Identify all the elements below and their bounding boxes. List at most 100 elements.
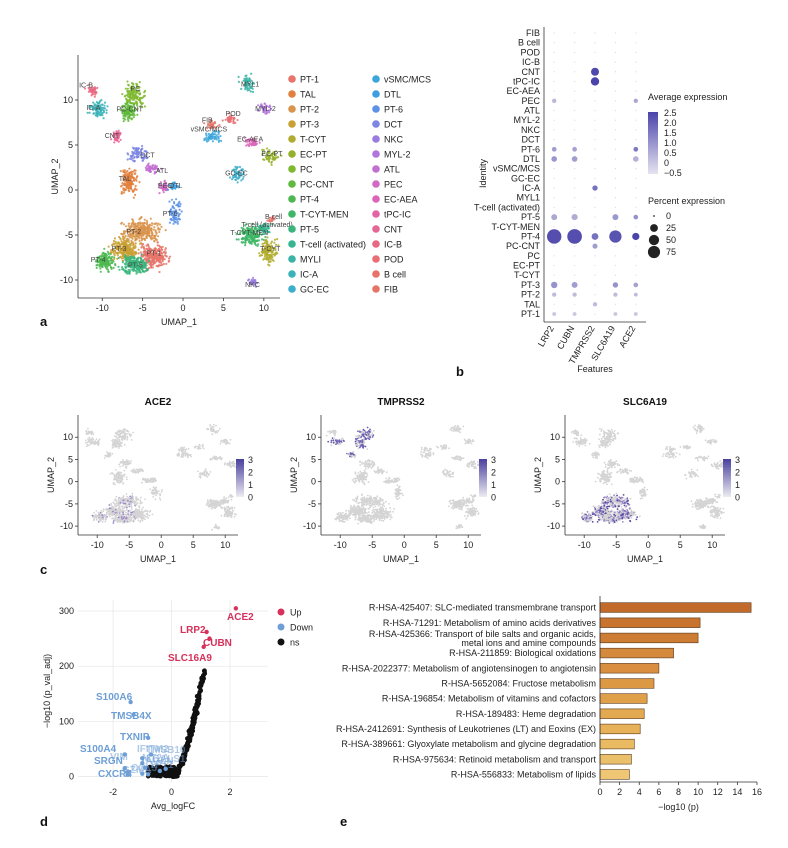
umap-point bbox=[113, 256, 116, 259]
dot bbox=[594, 51, 596, 53]
identity-label: FIB bbox=[526, 28, 540, 38]
umap-point bbox=[92, 108, 95, 111]
umap-point bbox=[95, 266, 98, 269]
feature-point bbox=[222, 439, 225, 442]
umap-point bbox=[133, 252, 136, 255]
feature-point bbox=[216, 431, 219, 434]
feature-point bbox=[135, 497, 137, 500]
umap-point bbox=[251, 237, 254, 240]
dot bbox=[553, 303, 555, 305]
dot bbox=[551, 146, 557, 152]
feature-point bbox=[144, 480, 147, 482]
feature-point bbox=[126, 435, 129, 438]
dot bbox=[572, 312, 577, 316]
identity-label: MYL1 bbox=[516, 193, 540, 203]
umap-point bbox=[150, 263, 153, 266]
feature-point bbox=[199, 473, 202, 476]
dot bbox=[553, 245, 555, 247]
umap-point bbox=[83, 87, 87, 90]
dot bbox=[594, 61, 596, 63]
legend-pct-title: Percent expression bbox=[648, 196, 725, 206]
feature-point bbox=[120, 510, 122, 512]
feature-point bbox=[115, 436, 118, 438]
umap-point bbox=[141, 159, 145, 162]
dot bbox=[614, 32, 617, 34]
umap-point bbox=[236, 177, 240, 180]
feature-point bbox=[132, 513, 134, 516]
feature-point bbox=[93, 512, 95, 514]
feature-point bbox=[109, 510, 111, 513]
feature-point bbox=[99, 520, 102, 522]
feature-point bbox=[212, 426, 215, 428]
legend-swatch bbox=[372, 150, 380, 158]
umap-point bbox=[110, 138, 113, 141]
umap-point bbox=[227, 120, 230, 123]
feature-point bbox=[130, 508, 133, 511]
feature-point bbox=[207, 500, 209, 503]
dot bbox=[633, 98, 638, 103]
feature-point bbox=[224, 510, 227, 513]
dot bbox=[571, 214, 578, 221]
umap-point bbox=[100, 99, 103, 102]
x-tick-label: -5 bbox=[139, 303, 147, 313]
umap-point bbox=[263, 242, 266, 245]
identity-label: NKC bbox=[521, 125, 541, 135]
feature-point bbox=[105, 517, 107, 520]
umap-point bbox=[133, 245, 136, 248]
feature-point bbox=[213, 504, 216, 507]
umap-point bbox=[117, 131, 120, 134]
umap-point bbox=[126, 158, 129, 161]
feature-point bbox=[223, 499, 225, 502]
legend-swatch bbox=[372, 135, 380, 143]
umap-point bbox=[117, 140, 120, 143]
umap-point bbox=[121, 261, 124, 264]
umap-point bbox=[148, 247, 151, 250]
umap-point bbox=[167, 257, 171, 260]
legend-pct-dot bbox=[648, 234, 660, 246]
feature-point bbox=[216, 500, 219, 503]
dot bbox=[553, 80, 555, 83]
umap-point bbox=[113, 237, 117, 240]
feature-point bbox=[106, 451, 108, 453]
feature-point bbox=[223, 508, 226, 511]
legend-label: IC-A bbox=[300, 270, 318, 280]
feature-point bbox=[118, 463, 121, 466]
umap-point bbox=[156, 244, 159, 247]
feature-point bbox=[114, 499, 117, 501]
umap-point bbox=[154, 222, 157, 225]
umap-point bbox=[124, 259, 127, 262]
umap-point bbox=[138, 89, 141, 93]
identity-label: PT-6 bbox=[521, 144, 540, 154]
legend-label: B cell bbox=[384, 270, 406, 280]
umap-point bbox=[173, 202, 176, 205]
feature-point bbox=[140, 513, 143, 516]
cluster-label: PT-5 bbox=[128, 262, 143, 269]
umap-point bbox=[133, 98, 136, 101]
identity-label: IC-A bbox=[522, 183, 540, 193]
feature-point bbox=[125, 466, 128, 469]
feature-point bbox=[117, 475, 120, 478]
y-tick-label: -5 bbox=[65, 230, 73, 240]
dot bbox=[614, 206, 617, 209]
feature-point bbox=[128, 433, 131, 435]
feature-point bbox=[135, 508, 138, 510]
umap-point bbox=[127, 222, 131, 225]
umap-point bbox=[137, 147, 140, 150]
legend-swatch bbox=[288, 135, 296, 143]
umap-point bbox=[87, 83, 90, 86]
feature-point bbox=[144, 509, 147, 512]
umap-point bbox=[141, 243, 144, 246]
umap-point bbox=[118, 134, 121, 137]
umap-point bbox=[126, 186, 129, 190]
dot bbox=[635, 71, 637, 73]
umap-point bbox=[158, 270, 161, 274]
legend-pct-tick: 25 bbox=[666, 223, 676, 233]
dot bbox=[574, 80, 576, 83]
umap-point bbox=[133, 159, 136, 162]
umap-point bbox=[250, 72, 253, 75]
feature-point bbox=[113, 509, 116, 512]
feature-point bbox=[113, 478, 115, 481]
umap-point bbox=[141, 226, 144, 229]
dot bbox=[594, 32, 596, 34]
umap-point bbox=[178, 208, 181, 211]
